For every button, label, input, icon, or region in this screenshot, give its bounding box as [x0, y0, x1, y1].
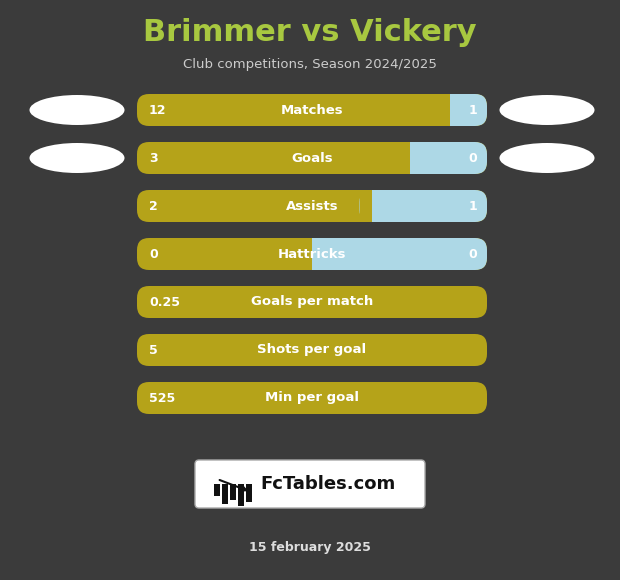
Text: 5: 5 [149, 343, 157, 357]
Text: 0.25: 0.25 [149, 295, 180, 309]
FancyBboxPatch shape [137, 286, 487, 318]
Text: Min per goal: Min per goal [265, 392, 359, 404]
Text: Brimmer vs Vickery: Brimmer vs Vickery [143, 18, 477, 47]
FancyBboxPatch shape [300, 238, 487, 270]
FancyBboxPatch shape [137, 382, 487, 414]
Text: 0: 0 [468, 151, 477, 165]
Text: Hattricks: Hattricks [278, 248, 346, 260]
FancyBboxPatch shape [246, 484, 252, 502]
Text: Goals: Goals [291, 151, 333, 165]
Text: Goals per match: Goals per match [251, 295, 373, 309]
FancyBboxPatch shape [398, 142, 412, 174]
Text: 15 february 2025: 15 february 2025 [249, 542, 371, 554]
Text: 1: 1 [468, 200, 477, 212]
Ellipse shape [500, 143, 595, 173]
Text: FcTables.com: FcTables.com [260, 475, 396, 493]
FancyBboxPatch shape [137, 334, 487, 366]
Text: 3: 3 [149, 151, 157, 165]
Text: Matches: Matches [281, 103, 343, 117]
FancyBboxPatch shape [214, 484, 220, 496]
FancyBboxPatch shape [360, 190, 371, 222]
FancyBboxPatch shape [238, 484, 244, 506]
FancyBboxPatch shape [300, 238, 312, 270]
FancyBboxPatch shape [438, 94, 450, 126]
FancyBboxPatch shape [230, 484, 236, 500]
Ellipse shape [30, 143, 125, 173]
Text: 525: 525 [149, 392, 175, 404]
FancyBboxPatch shape [360, 190, 373, 222]
FancyBboxPatch shape [137, 142, 487, 174]
FancyBboxPatch shape [222, 484, 228, 504]
FancyBboxPatch shape [195, 460, 425, 508]
FancyBboxPatch shape [300, 238, 314, 270]
Text: 2: 2 [149, 200, 157, 212]
FancyBboxPatch shape [137, 94, 487, 126]
Text: 0: 0 [149, 248, 157, 260]
FancyBboxPatch shape [398, 142, 487, 174]
FancyBboxPatch shape [398, 142, 410, 174]
FancyBboxPatch shape [137, 238, 487, 270]
FancyBboxPatch shape [438, 94, 452, 126]
FancyBboxPatch shape [137, 190, 487, 222]
Text: 0: 0 [468, 248, 477, 260]
Text: 1: 1 [468, 103, 477, 117]
Text: Assists: Assists [286, 200, 339, 212]
Ellipse shape [500, 95, 595, 125]
Text: 12: 12 [149, 103, 167, 117]
Text: Club competitions, Season 2024/2025: Club competitions, Season 2024/2025 [183, 58, 437, 71]
FancyBboxPatch shape [438, 94, 487, 126]
FancyBboxPatch shape [360, 190, 487, 222]
Ellipse shape [30, 95, 125, 125]
Text: Shots per goal: Shots per goal [257, 343, 366, 357]
